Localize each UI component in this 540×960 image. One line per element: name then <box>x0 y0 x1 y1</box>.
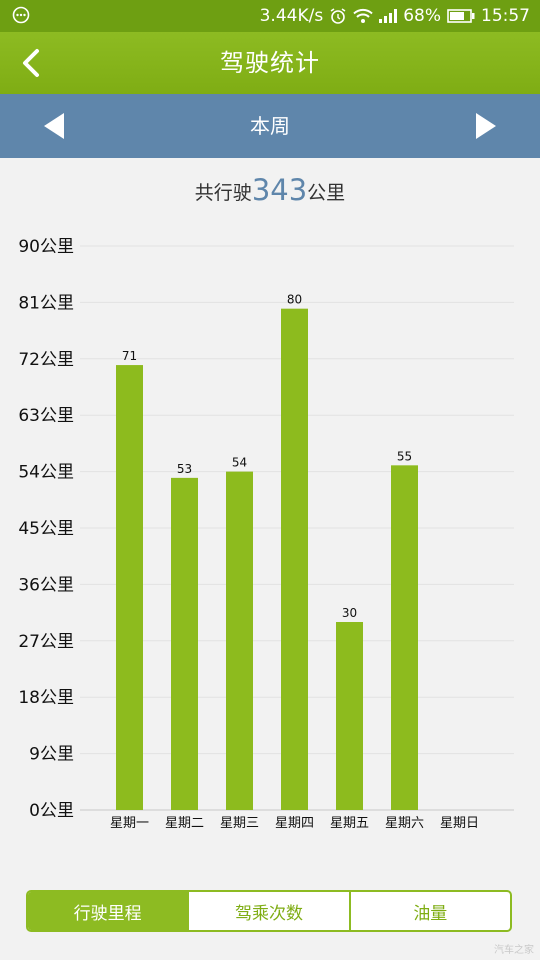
x-tick-label: 星期五 <box>330 816 369 831</box>
menu-dots-icon <box>12 6 30 24</box>
bar <box>281 308 308 810</box>
y-tick-label: 54公里 <box>18 463 74 483</box>
title-bar: 驾驶统计 <box>0 32 540 94</box>
summary-total: 343 <box>251 173 308 207</box>
triangle-right-icon <box>476 113 496 139</box>
x-tick-label: 星期一 <box>110 816 149 831</box>
y-tick-label: 72公里 <box>18 350 74 370</box>
alarm-icon <box>329 7 347 25</box>
triangle-left-icon <box>44 113 64 139</box>
x-tick-label: 星期二 <box>165 816 204 831</box>
tab-mileage[interactable]: 行驶里程 <box>28 892 188 930</box>
summary-unit: 公里 <box>307 182 346 204</box>
y-tick-label: 18公里 <box>18 688 74 708</box>
x-tick-label: 星期三 <box>220 816 259 831</box>
week-navigator: 本周 <box>0 94 540 158</box>
wifi-icon <box>353 8 373 24</box>
y-tick-label: 27公里 <box>18 632 74 652</box>
x-tick-label: 星期日 <box>440 816 479 831</box>
bar-value-label: 30 <box>342 606 357 620</box>
y-tick-label: 90公里 <box>18 237 74 257</box>
summary-prefix: 共行驶 <box>194 182 252 204</box>
y-tick-label: 9公里 <box>29 745 74 765</box>
bar-value-label: 54 <box>232 456 247 470</box>
distance-summary: 共行驶343公里 <box>0 170 540 213</box>
chevron-left-icon <box>23 49 39 77</box>
bar <box>226 471 253 810</box>
y-tick-label: 0公里 <box>29 801 74 821</box>
bar <box>116 365 143 810</box>
next-week-button[interactable] <box>464 104 508 148</box>
status-bar: 3.44K/s 68% 15:57 <box>0 0 540 32</box>
week-label: 本周 <box>250 114 290 138</box>
tab-trips[interactable]: 驾乘次数 <box>187 892 348 930</box>
network-speed: 3.44K/s <box>259 6 324 26</box>
battery-icon <box>447 9 475 23</box>
clock: 15:57 <box>481 6 530 26</box>
prev-week-button[interactable] <box>32 104 76 148</box>
y-tick-label: 45公里 <box>18 519 74 539</box>
bar-value-label: 71 <box>122 349 137 363</box>
mileage-bar-chart: 0公里 9公里 18公里 27公里 36公里 45公里 54公里 63公里 72公里 81公里 90… <box>18 237 514 831</box>
bar-value-label: 53 <box>177 462 192 476</box>
battery-percent: 68% <box>403 6 441 26</box>
watermark: 汽车之家 <box>494 945 534 956</box>
x-tick-label: 星期四 <box>275 816 314 831</box>
y-tick-label: 63公里 <box>18 406 74 426</box>
x-tick-label: 星期六 <box>385 816 424 831</box>
bar <box>171 477 198 810</box>
tab-fuel[interactable]: 油量 <box>348 892 510 930</box>
bar-value-label: 80 <box>287 293 302 307</box>
bar-value-label: 55 <box>397 449 412 463</box>
page-title: 驾驶统计 <box>220 49 320 77</box>
bar <box>391 465 418 810</box>
y-tick-label: 36公里 <box>18 575 74 595</box>
y-tick-label: 81公里 <box>18 293 74 313</box>
bar <box>336 622 363 810</box>
back-button[interactable] <box>8 40 54 86</box>
signal-icon <box>379 9 398 23</box>
stat-tabs: 行驶里程 驾乘次数 油量 <box>26 890 512 932</box>
